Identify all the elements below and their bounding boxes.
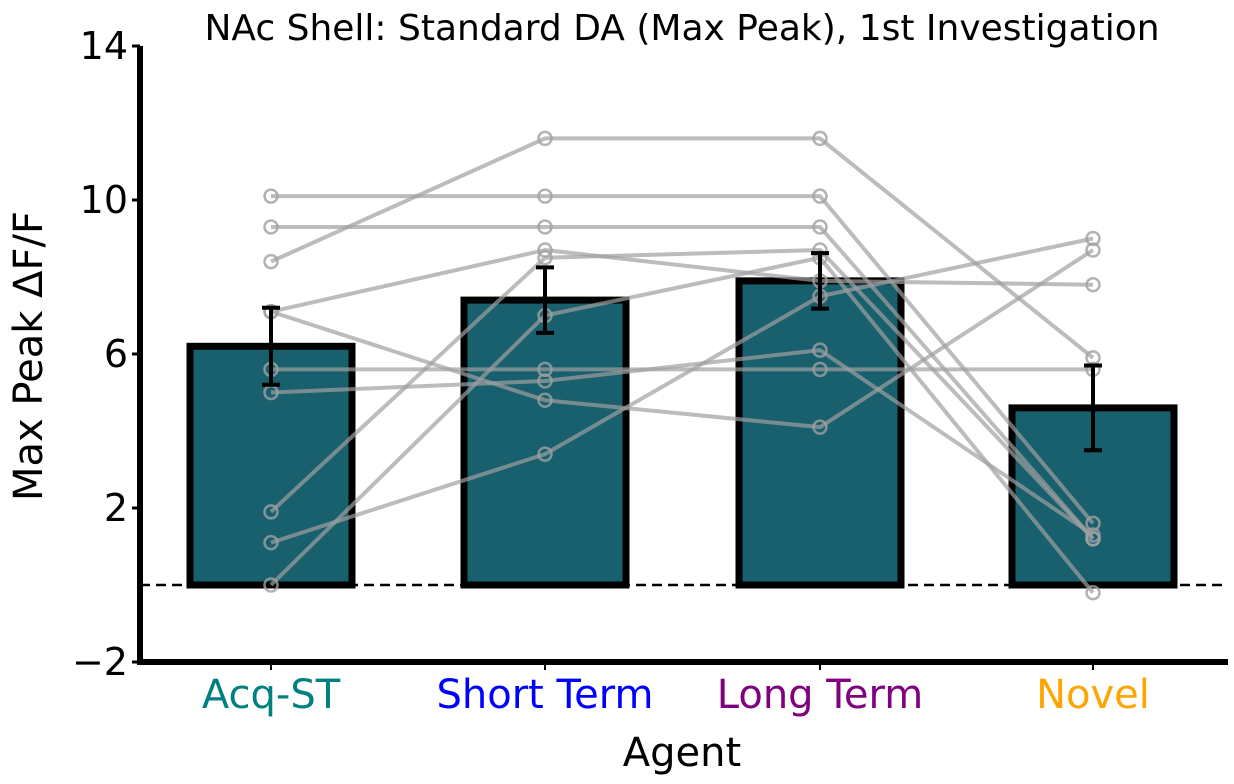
subject-line-1 (271, 194, 1095, 525)
subject-point (1085, 230, 1101, 247)
subject-line-4 (270, 248, 1094, 314)
chart-title: NAc Shell: Standard DA (Max Peak), 1st I… (204, 8, 1159, 49)
subject-lines-layer (263, 130, 1101, 601)
y-tick-label: −2 (72, 640, 128, 684)
x-tick-label-novel: Novel (1036, 672, 1150, 718)
x-tick-label-short-term: Short Term (436, 672, 653, 718)
subject-point (537, 361, 553, 378)
subject-point (537, 446, 553, 462)
error-bar-4 (1084, 363, 1102, 453)
x-axis-label: Agent (623, 730, 741, 776)
subject-point (263, 534, 279, 551)
subject-point (812, 219, 828, 235)
bar-short-term (460, 296, 630, 589)
error-bar-1 (262, 305, 280, 387)
y-tick-label: 2 (104, 486, 128, 530)
x-tick-label-long-term: Long Term (717, 672, 923, 718)
x-tick-label-acq-st: Acq-ST (202, 672, 341, 718)
x-ticks-layer: Acq-ST Short Term Long Term Novel (202, 662, 1150, 718)
y-tick-label: 6 (104, 332, 128, 376)
subject-point (263, 504, 279, 520)
subject-point (812, 188, 828, 204)
subject-line-9 (270, 236, 1094, 545)
error-bar-2 (536, 265, 554, 335)
subject-point (537, 250, 553, 266)
subject-point (1085, 276, 1101, 293)
subject-point (812, 342, 828, 358)
subject-line-10 (269, 255, 1095, 594)
error-bars-layer (262, 251, 1102, 453)
subject-point (1085, 531, 1101, 547)
subject-line-8 (269, 248, 1095, 541)
subject-point (263, 253, 279, 270)
subject-point (537, 373, 553, 389)
subject-point (537, 392, 553, 408)
subject-line-2 (271, 224, 1095, 541)
subject-point (263, 219, 279, 235)
subject-point (1085, 515, 1101, 532)
subject-point (812, 361, 828, 378)
subject-point (1085, 242, 1101, 258)
y-ticks-layer: −2 2 6 10 14 (72, 24, 140, 684)
subject-point (812, 419, 828, 435)
bars-layer (186, 277, 1178, 589)
y-tick-label: 10 (80, 178, 128, 222)
subject-line-5 (270, 248, 1095, 430)
error-bar-3 (811, 251, 829, 311)
subject-point (263, 577, 279, 593)
subject-point (537, 188, 553, 204)
subject-point (537, 130, 553, 147)
y-axis-label: Max Peak ΔF/F (6, 211, 52, 501)
y-tick-label: 14 (80, 24, 128, 68)
subject-point (263, 188, 279, 204)
subject-point (537, 219, 553, 235)
subject-point (812, 130, 828, 147)
subject-line-3 (270, 136, 1095, 360)
subject-point (1085, 584, 1101, 601)
